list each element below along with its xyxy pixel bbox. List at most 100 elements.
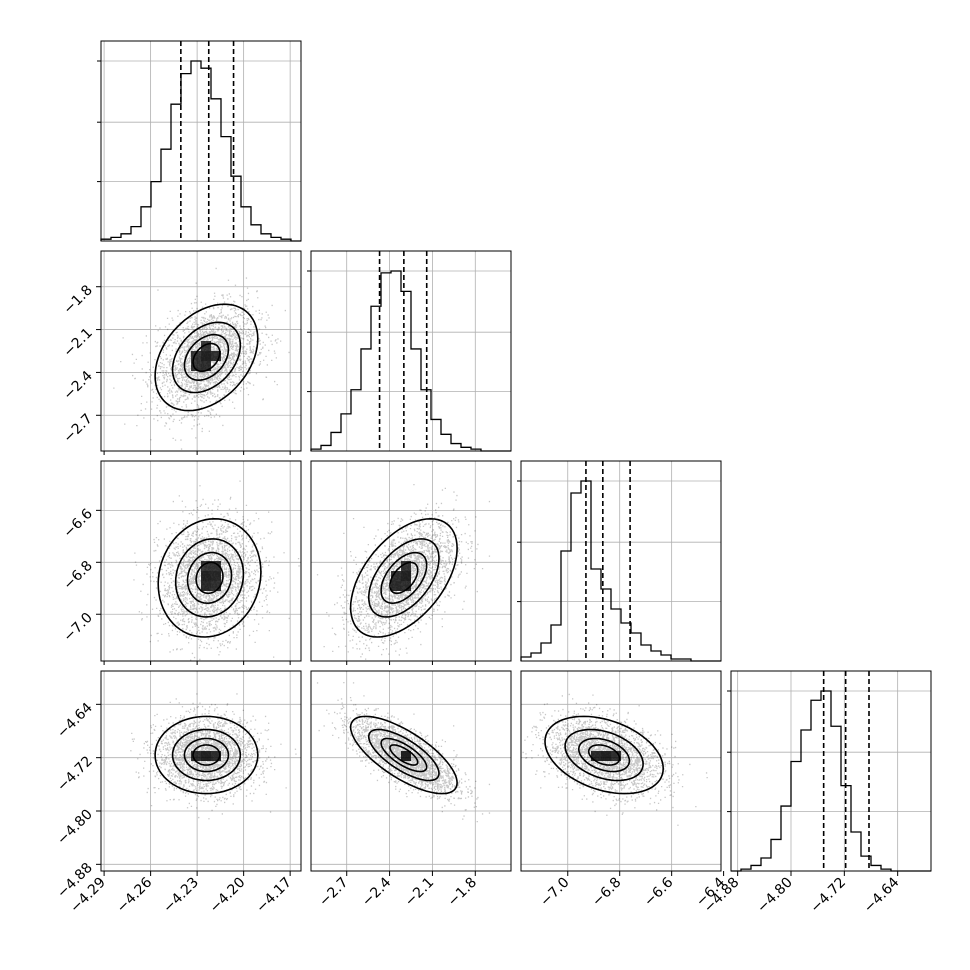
x-tick-label: −4.20 — [207, 875, 249, 917]
panel-frame — [100, 460, 302, 662]
panel-content — [311, 671, 511, 871]
density-cell — [201, 571, 211, 581]
x-tick-label: −6.8 — [589, 875, 624, 910]
density-cell — [391, 571, 401, 581]
scatter-panel-3-2 — [520, 670, 722, 872]
panel-background — [311, 251, 511, 451]
x-tick-label: −4.80 — [754, 875, 796, 917]
density-cell — [201, 561, 211, 571]
density-cell — [191, 751, 201, 761]
contour-level-1 — [349, 517, 458, 638]
density-cell — [401, 571, 411, 581]
histogram-panel-3 — [727, 670, 932, 872]
x-tick-label: −4.64 — [861, 874, 903, 916]
contour-level-3 — [380, 551, 428, 605]
density-cell — [401, 561, 411, 571]
panel-background — [521, 461, 721, 661]
histogram-step-line — [520, 480, 721, 662]
scatter-panel-1-0 — [100, 250, 302, 452]
contour-level-3 — [380, 737, 428, 773]
contour-level-3 — [183, 333, 230, 382]
y-tick-label: −6.8 — [60, 558, 95, 593]
contour-level-2 — [564, 728, 644, 782]
density-cell — [211, 571, 221, 581]
histogram-step-line — [100, 60, 301, 242]
contour-level-1 — [154, 303, 259, 412]
contour-level-1 — [349, 715, 458, 795]
x-tick-label: −6.6 — [641, 874, 676, 909]
contour-level-4 — [587, 744, 621, 766]
scatter-panel-2-1 — [310, 460, 512, 662]
density-cell — [591, 751, 601, 761]
density-cell — [211, 561, 221, 571]
panel-frame — [100, 670, 302, 872]
histogram-panel-0 — [97, 40, 302, 242]
y-tick-label: −4.80 — [54, 807, 96, 849]
y-tick-label: −1.8 — [60, 282, 95, 317]
panel-frame — [730, 670, 932, 872]
panel-content — [311, 461, 511, 661]
x-tick-label: −4.17 — [253, 875, 295, 917]
contour-level-1 — [544, 715, 665, 795]
y-tick-label: −7.0 — [60, 610, 95, 645]
contour-level-1 — [157, 517, 262, 638]
y-tick-label: −2.4 — [60, 368, 95, 403]
density-cell — [201, 751, 211, 761]
contour-level-4 — [192, 744, 221, 766]
contour-level-2 — [367, 728, 440, 782]
contour-level-3 — [577, 737, 631, 773]
contour-level-4 — [195, 561, 224, 595]
histogram-step-line — [310, 270, 511, 452]
x-tick-label: −4.26 — [114, 874, 156, 916]
histogram-step-line — [731, 690, 931, 872]
y-tick-label: −2.1 — [60, 325, 95, 360]
density-cell — [601, 751, 611, 761]
contour-level-4 — [192, 342, 221, 373]
contour-level-2 — [171, 321, 242, 394]
scatter-panel-3-0 — [100, 670, 302, 872]
x-tick-label: −1.8 — [445, 875, 480, 910]
panel-content — [101, 251, 301, 451]
y-tick-label: −6.6 — [60, 506, 95, 541]
density-cell — [191, 351, 201, 361]
contour-level-4 — [389, 744, 419, 766]
density-cell — [401, 581, 411, 591]
panel-content — [101, 671, 301, 871]
scatter-points — [113, 267, 290, 450]
panel-frame — [520, 670, 722, 872]
contour-level-2 — [171, 728, 242, 782]
contour-level-3 — [183, 737, 230, 773]
panel-frame — [100, 40, 302, 242]
x-tick-label: −4.23 — [160, 875, 202, 917]
panel-frame — [310, 250, 512, 452]
contour-level-3 — [186, 551, 233, 605]
x-tick-label: −2.4 — [359, 874, 394, 909]
y-tick-label: −4.72 — [54, 753, 96, 795]
contour-level-2 — [367, 538, 440, 618]
contour-level-4 — [389, 561, 419, 595]
x-tick-label: −4.72 — [808, 875, 850, 917]
scatter-panel-3-1 — [310, 670, 512, 872]
y-tick-label: −2.7 — [60, 411, 95, 446]
density-cell — [211, 751, 221, 761]
density-cell — [201, 341, 211, 351]
histogram-panel-1 — [307, 250, 512, 452]
panel-frame — [310, 460, 512, 662]
x-tick-label: −7.0 — [537, 875, 572, 910]
density-cell — [401, 751, 411, 761]
density-cell — [211, 351, 221, 361]
panel-frame — [100, 250, 302, 452]
density-cell — [201, 361, 211, 371]
density-cell — [391, 581, 401, 591]
y-tick-label: −4.64 — [54, 700, 96, 742]
density-cell — [611, 751, 621, 761]
histogram-panel-2 — [517, 460, 722, 662]
x-tick-label: −2.7 — [316, 875, 351, 910]
density-cell — [191, 361, 201, 371]
scatter-panel-2-0 — [100, 460, 302, 662]
x-tick-label: −2.1 — [402, 875, 437, 910]
contour-level-1 — [154, 715, 259, 795]
panel-content — [101, 461, 301, 661]
panel-frame — [310, 670, 512, 872]
